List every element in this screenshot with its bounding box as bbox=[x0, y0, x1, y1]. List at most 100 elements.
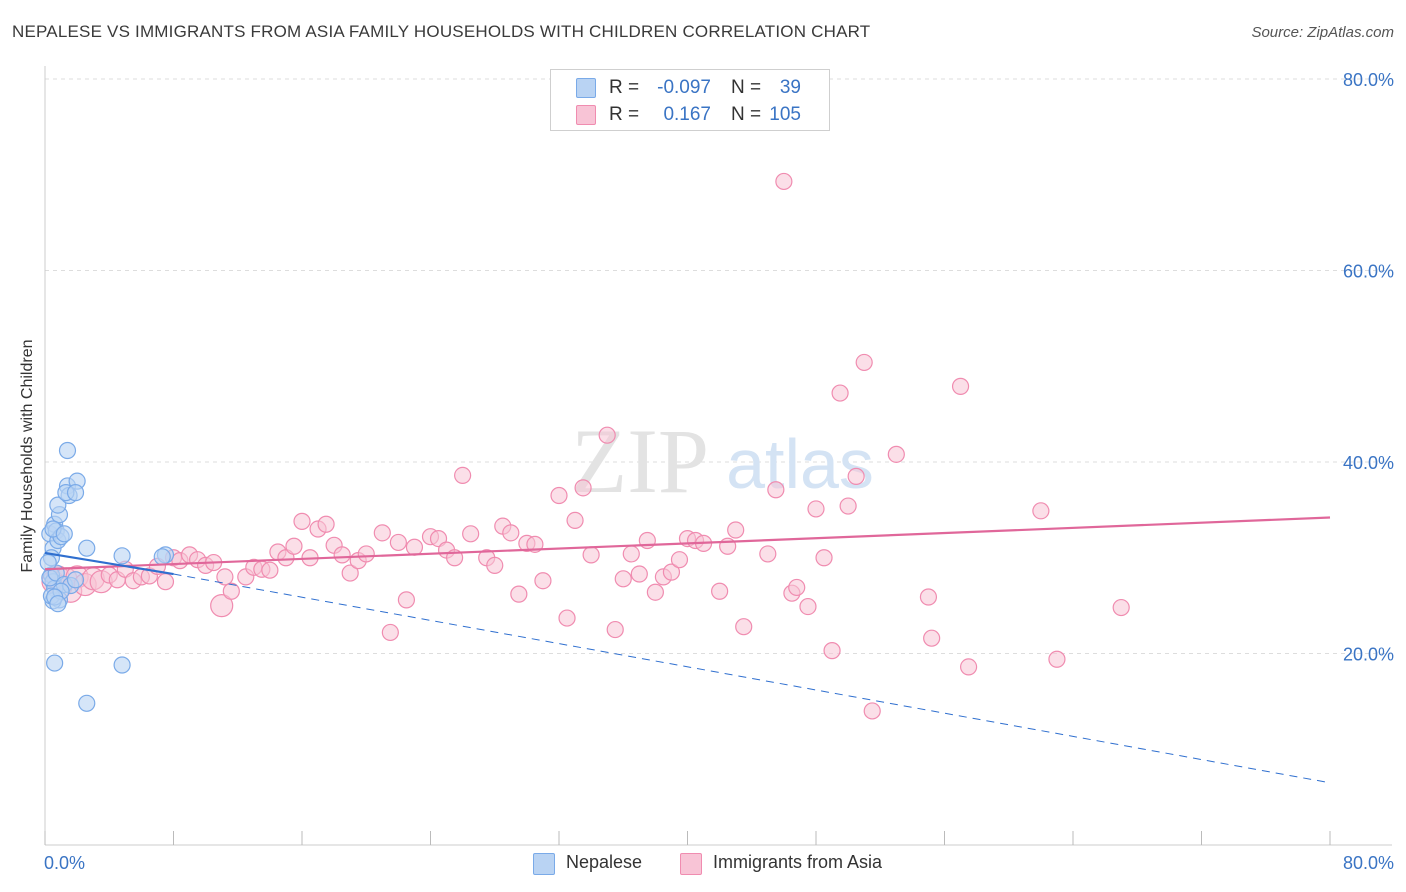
nepalese-point bbox=[66, 571, 85, 589]
legend-n-label: N = bbox=[731, 77, 762, 98]
source-label: Source: ZipAtlas.com bbox=[1251, 24, 1394, 41]
asia-point bbox=[261, 561, 279, 579]
asia-point bbox=[216, 568, 234, 586]
asia-point bbox=[486, 556, 504, 575]
asia-point bbox=[534, 572, 552, 590]
asia-point bbox=[630, 565, 648, 583]
asia-point bbox=[333, 546, 351, 564]
asia-point bbox=[510, 585, 528, 603]
asia-point bbox=[711, 582, 729, 600]
y-tick-label: 20.0% bbox=[1343, 645, 1394, 665]
legend-swatch-asia bbox=[576, 105, 596, 125]
asia-point bbox=[405, 538, 424, 556]
legend-r-value: 0.167 bbox=[663, 104, 711, 125]
asia-point bbox=[222, 582, 240, 600]
legend-r-value: -0.097 bbox=[657, 77, 711, 98]
asia-point bbox=[373, 524, 391, 542]
y-tick-label: 80.0% bbox=[1343, 70, 1394, 90]
asia-point bbox=[951, 377, 970, 395]
asia-point bbox=[341, 564, 359, 582]
asia-point bbox=[381, 623, 399, 642]
legend-n-label: N = bbox=[731, 104, 762, 125]
nepalese-point bbox=[78, 694, 96, 712]
asia-point bbox=[389, 533, 407, 552]
asia-point bbox=[454, 466, 472, 485]
asia-point bbox=[788, 578, 806, 597]
legend-r-label: R = bbox=[609, 104, 640, 125]
asia-point bbox=[823, 642, 841, 660]
asia-point bbox=[831, 384, 849, 402]
asia-point bbox=[397, 591, 416, 609]
asia-point bbox=[807, 500, 825, 518]
asia-point bbox=[662, 563, 681, 581]
bottom-legend-swatch-asia bbox=[680, 853, 702, 875]
nepalese-point bbox=[113, 547, 131, 565]
asia-point bbox=[646, 583, 664, 601]
watermark: ZIP atlas bbox=[571, 410, 874, 512]
asia-point bbox=[1048, 650, 1066, 668]
asia-point bbox=[959, 658, 978, 676]
asia-point bbox=[622, 545, 640, 563]
trend-lines bbox=[44, 516, 1331, 784]
legend-r-label: R = bbox=[609, 77, 640, 98]
asia-point bbox=[614, 570, 632, 588]
y-tick-label: 60.0% bbox=[1343, 262, 1394, 282]
asia-point bbox=[1032, 502, 1050, 520]
nepalese-point bbox=[55, 525, 73, 543]
watermark-zip: ZIP bbox=[571, 410, 709, 512]
nepalese-trend-line bbox=[44, 551, 174, 576]
asia-point bbox=[462, 525, 480, 543]
nepalese-point bbox=[153, 548, 171, 566]
asia-point bbox=[923, 629, 941, 647]
legend-swatch-nepalese bbox=[576, 78, 596, 98]
nepalese-point bbox=[66, 484, 85, 502]
asia-point bbox=[727, 521, 745, 539]
nepalese-point bbox=[49, 496, 67, 514]
nepalese-point bbox=[113, 656, 131, 674]
asia-point bbox=[775, 172, 793, 191]
bottom-legend-label-asia: Immigrants from Asia bbox=[713, 852, 883, 872]
legend-row-asia: R = 0.167 N = 105 bbox=[551, 101, 829, 127]
asia-point bbox=[558, 609, 576, 627]
legend-row-nepalese: R = -0.097 N = 39 bbox=[551, 74, 829, 100]
asia-trend-line bbox=[44, 516, 1331, 571]
bottom-legend-swatch-nepalese bbox=[533, 853, 555, 875]
asia-point bbox=[863, 702, 881, 720]
asia-point bbox=[582, 546, 600, 564]
asia-point bbox=[759, 545, 777, 563]
series-nepalese-points bbox=[39, 441, 175, 712]
asia-point bbox=[502, 524, 520, 542]
asia-point bbox=[156, 573, 175, 591]
asia-point bbox=[566, 511, 584, 530]
nepalese-point bbox=[49, 595, 67, 613]
watermark-atlas: atlas bbox=[726, 425, 874, 503]
asia-point bbox=[357, 545, 375, 563]
legend-n-value: 39 bbox=[779, 77, 801, 98]
nepalese-trend-extension bbox=[173, 573, 1331, 784]
nepalese-point bbox=[78, 539, 96, 557]
asia-point bbox=[550, 486, 568, 505]
asia-point bbox=[317, 515, 335, 533]
asia-point bbox=[815, 549, 833, 567]
asia-point bbox=[735, 618, 753, 636]
bottom-legend-label-nepalese: Nepalese bbox=[566, 852, 643, 872]
stats-legend: R = -0.097 N = 39 R = 0.167 N = 105 bbox=[550, 69, 830, 131]
asia-point bbox=[1112, 598, 1130, 617]
nepalese-point bbox=[58, 441, 77, 460]
asia-point bbox=[210, 594, 234, 618]
asia-point bbox=[574, 479, 592, 497]
grid-lines bbox=[45, 78, 1392, 654]
asia-point bbox=[887, 445, 905, 463]
chart-title: NEPALESE VS IMMIGRANTS FROM ASIA FAMILY … bbox=[12, 22, 871, 41]
x-tick-label: 0.0% bbox=[44, 853, 85, 873]
nepalese-point bbox=[46, 654, 64, 672]
asia-point bbox=[606, 620, 624, 639]
legend-n-value: 105 bbox=[769, 104, 801, 125]
tick-labels: 20.0% 40.0% 60.0% 80.0% 0.0% 80.0% bbox=[44, 70, 1394, 873]
asia-point bbox=[799, 597, 817, 616]
asia-point bbox=[293, 512, 311, 530]
asia-point bbox=[285, 537, 303, 555]
y-tick-label: 40.0% bbox=[1343, 453, 1394, 473]
asia-point bbox=[598, 426, 616, 444]
